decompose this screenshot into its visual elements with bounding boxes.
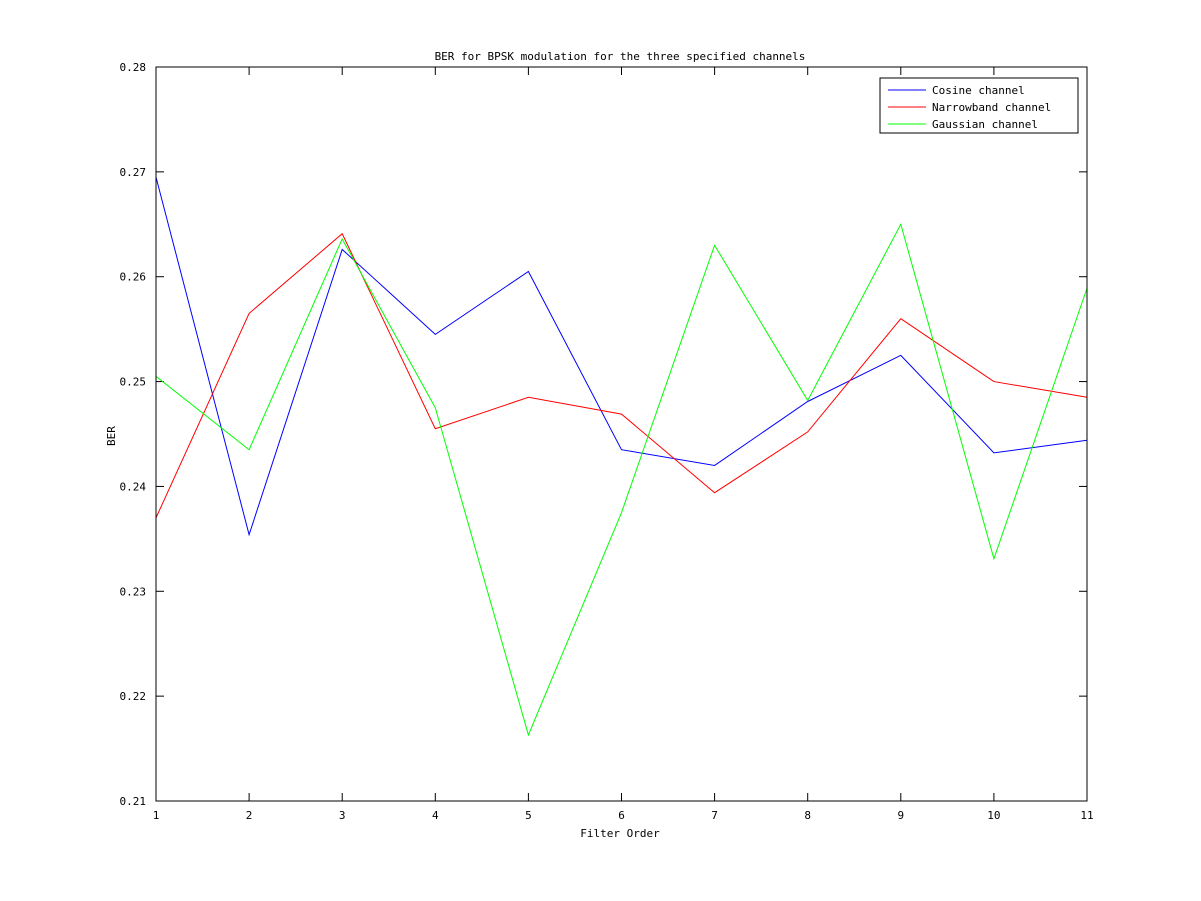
x-axis-label: Filter Order xyxy=(580,827,660,840)
x-tick-label: 10 xyxy=(987,809,1000,822)
legend-label-3: Gaussian channel xyxy=(932,118,1038,131)
ticks-layer: 1 2 3 4 5 6 7 8 9 10 11 0.21 0.22 0.23 0.24 0.25 0.26 0.2… xyxy=(120,61,1094,822)
x-tick-label: 4 xyxy=(432,809,439,822)
series-line-2 xyxy=(155,232,1088,519)
x-tick-label: 1 xyxy=(153,809,160,822)
series-line-1 xyxy=(155,176,1088,537)
axes-box xyxy=(155,66,1088,802)
legend-label-1: Cosine channel xyxy=(932,84,1025,97)
x-tick-label: 6 xyxy=(618,809,625,822)
x-tick-label: 3 xyxy=(339,809,346,822)
y-axis-label: BER xyxy=(105,426,118,446)
x-tick-label: 5 xyxy=(525,809,532,822)
y-tick-label: 0.24 xyxy=(120,480,147,493)
chart-title: BER for BPSK modulation for the three sp… xyxy=(435,50,806,63)
y-tick-label: 0.26 xyxy=(120,271,147,284)
y-tick-label: 0.25 xyxy=(120,376,147,389)
lines-layer xyxy=(155,176,1088,737)
y-tick-label: 0.21 xyxy=(120,795,147,808)
y-tick-label: 0.27 xyxy=(120,166,147,179)
legend-label-2: Narrowband channel xyxy=(932,101,1051,114)
x-tick-label: 9 xyxy=(897,809,904,822)
x-tick-label: 8 xyxy=(804,809,811,822)
y-tick-label: 0.28 xyxy=(120,61,147,74)
y-tick-label: 0.23 xyxy=(120,585,147,598)
legend: Cosine channel Narrowband channel Gaussian… xyxy=(879,77,1079,134)
x-tick-label: 2 xyxy=(246,809,253,822)
y-tick-label: 0.22 xyxy=(120,690,147,703)
x-tick-label: 7 xyxy=(711,809,718,822)
series-line-3 xyxy=(155,222,1088,737)
x-tick-label: 11 xyxy=(1080,809,1093,822)
